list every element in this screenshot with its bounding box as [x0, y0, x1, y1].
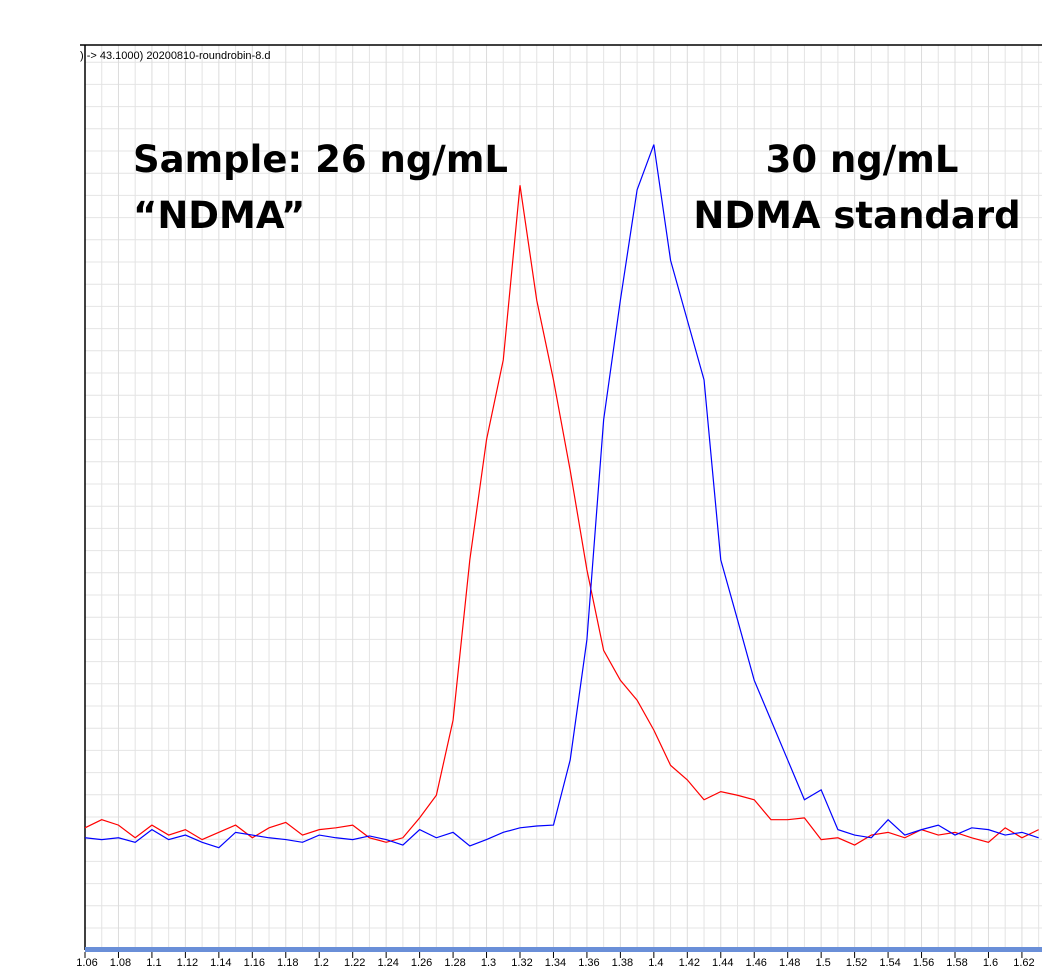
x-tick-label: 1.44: [712, 957, 733, 968]
series-line: [84, 144, 1039, 849]
x-tick-label: 1.28: [444, 957, 465, 968]
x-tick-label: 1.08: [110, 957, 131, 968]
x-tick-label: 1.34: [545, 957, 566, 968]
x-tick-label: 1.3: [481, 957, 496, 968]
series-line: [84, 185, 1039, 846]
x-tick-label: 1.22: [344, 957, 365, 968]
x-tick-label: 1.6: [983, 957, 998, 968]
x-axis: [85, 947, 1042, 952]
x-tick-label: 1.12: [177, 957, 198, 968]
chart-title: ) -> 43.1000) 20200810-roundrobin-8.d: [80, 50, 271, 62]
x-tick-label: 1.62: [1013, 957, 1034, 968]
x-tick-label: 1.46: [746, 957, 767, 968]
x-tick-label: 1.26: [411, 957, 432, 968]
x-tick-label: 1.06: [76, 957, 97, 968]
x-tick-label: 1.58: [946, 957, 967, 968]
x-tick-label: 1.16: [244, 957, 265, 968]
x-tick-label: 1.2: [314, 957, 329, 968]
annotation: “NDMA”: [133, 194, 305, 237]
x-tick-label: 1.4: [648, 957, 663, 968]
annotation: 30 ng/mL: [766, 138, 959, 181]
x-tick-label: 1.24: [377, 957, 398, 968]
x-tick-label: 1.18: [277, 957, 298, 968]
x-tick-label: 1.56: [913, 957, 934, 968]
x-tick-label: 1.32: [511, 957, 532, 968]
x-tick-label: 1.36: [578, 957, 599, 968]
x-tick-label: 1.54: [879, 957, 900, 968]
x-tick-label: 1.48: [779, 957, 800, 968]
annotation: NDMA standard: [693, 194, 1020, 237]
x-tick-label: 1.52: [846, 957, 867, 968]
x-tick-label: 1.1: [146, 957, 161, 968]
x-tick-label: 1.42: [679, 957, 700, 968]
annotation: Sample: 26 ng/mL: [133, 138, 508, 181]
grid: [84, 45, 1042, 950]
x-tick-label: 1.5: [816, 957, 831, 968]
x-tick-label: 1.38: [612, 957, 633, 968]
x-tick-label: 1.14: [210, 957, 231, 968]
